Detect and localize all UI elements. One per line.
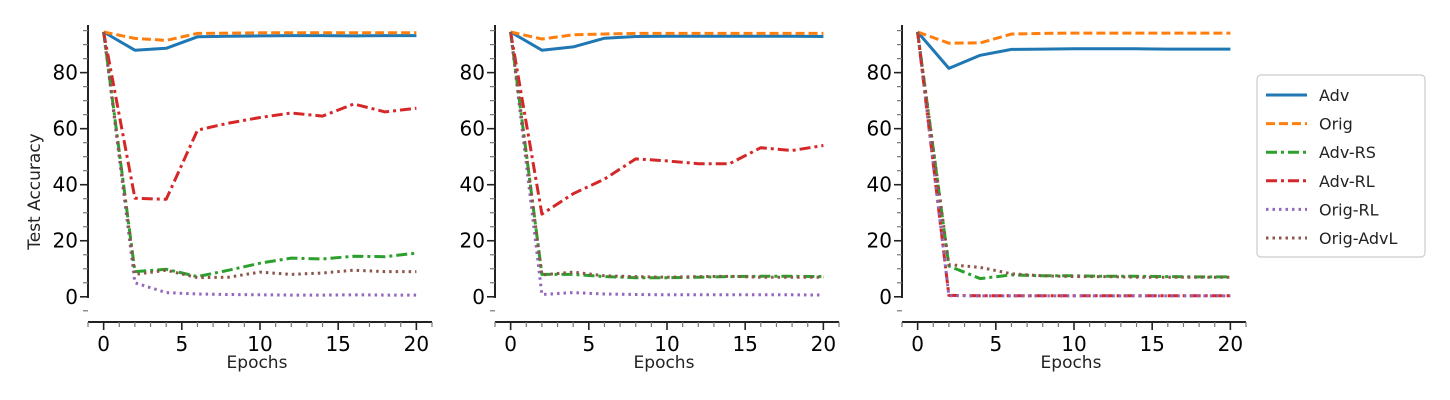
y-tick-label: 60 <box>460 117 485 141</box>
series-line-orig <box>510 30 824 41</box>
chart-panels: 0 5 10 15 20 0 20 40 60 80 Epochs Test Accuracy 0 5 10… <box>25 25 1247 373</box>
series-line-adv-rl <box>916 31 1231 298</box>
x-tick-label: 20 <box>404 332 429 356</box>
series-line-adv <box>509 30 824 52</box>
series-line-adv-rs <box>102 31 417 279</box>
legend-label: Orig-RL <box>1319 200 1379 219</box>
legend-label: Orig-AdvL <box>1319 229 1397 248</box>
legend-entry: Adv-RS <box>1266 143 1376 162</box>
legend: Adv Orig Adv-RS Adv-RL Orig-RL Orig-AdvL <box>1256 74 1426 258</box>
y-tick-label: 20 <box>867 229 892 253</box>
x-tick-label: 0 <box>911 332 924 356</box>
y-tick-label: 0 <box>65 285 78 309</box>
y-tick-label: 20 <box>53 229 78 253</box>
y-tick-label: 40 <box>867 173 892 197</box>
x-tick-label: 0 <box>97 332 110 356</box>
x-tick-label: 10 <box>654 332 679 356</box>
chart-panel-3: 0 5 10 15 20 0 20 40 60 80 Epochs <box>867 25 1247 373</box>
y-tick-label: 40 <box>460 173 485 197</box>
x-tick-label: 5 <box>989 332 1002 356</box>
legend-entry: Orig-AdvL <box>1266 229 1397 248</box>
series-line-orig-advl <box>102 31 417 280</box>
x-tick-label: 15 <box>1139 332 1164 356</box>
x-tick-label: 20 <box>811 332 836 356</box>
y-tick-label: 80 <box>460 61 485 85</box>
legend-label: Adv-RS <box>1319 143 1376 162</box>
series-line-orig-rl <box>102 31 417 297</box>
series-line-orig-rl <box>509 31 824 297</box>
x-tick-label: 15 <box>732 332 757 356</box>
legend-label: Orig <box>1319 115 1353 134</box>
x-tick-label: 0 <box>504 332 517 356</box>
y-axis-label: Test Accuracy <box>25 133 45 251</box>
legend-entry: Orig-RL <box>1266 200 1379 219</box>
x-tick-label: 10 <box>1061 332 1086 356</box>
x-axis-label: Epochs <box>227 353 288 373</box>
legend-box <box>1256 74 1426 258</box>
y-tick-label: 80 <box>867 61 892 85</box>
x-tick-label: 10 <box>247 332 272 356</box>
y-tick-label: 40 <box>53 173 78 197</box>
series-line-adv-rl <box>102 31 417 201</box>
legend-entry: Adv <box>1266 86 1349 105</box>
series-line-orig-advl <box>916 31 1231 279</box>
x-tick-label: 15 <box>325 332 350 356</box>
x-axis-label: Epochs <box>634 353 695 373</box>
series-line-adv-rs <box>916 31 1231 281</box>
series-line-orig-advl <box>509 31 824 279</box>
series-line-adv <box>916 31 1231 70</box>
legend-label: Adv-RL <box>1319 172 1375 191</box>
x-tick-label: 20 <box>1218 332 1243 356</box>
chart-panel-2: 0 5 10 15 20 0 20 40 60 80 Epochs <box>460 25 840 373</box>
series-line-orig-rl <box>916 31 1231 298</box>
series-line-adv-rl <box>509 31 824 216</box>
series-line-orig <box>917 30 1231 45</box>
legend-entry: Adv-RL <box>1266 172 1375 191</box>
series-line-adv <box>102 30 417 52</box>
series-line-adv-rs <box>509 31 824 280</box>
y-tick-label: 0 <box>472 285 485 309</box>
series-line-orig <box>103 30 417 42</box>
y-tick-label: 20 <box>460 229 485 253</box>
x-axis-label: Epochs <box>1041 353 1102 373</box>
y-tick-label: 60 <box>53 117 78 141</box>
x-tick-label: 5 <box>175 332 188 356</box>
x-tick-label: 5 <box>582 332 595 356</box>
legend-label: Adv <box>1319 86 1349 105</box>
y-tick-label: 60 <box>867 117 892 141</box>
y-tick-label: 80 <box>53 61 78 85</box>
legend-entry: Orig <box>1266 115 1353 134</box>
chart-panel-1: 0 5 10 15 20 0 20 40 60 80 Epochs Test Accuracy <box>25 25 433 373</box>
y-tick-label: 0 <box>879 285 892 309</box>
